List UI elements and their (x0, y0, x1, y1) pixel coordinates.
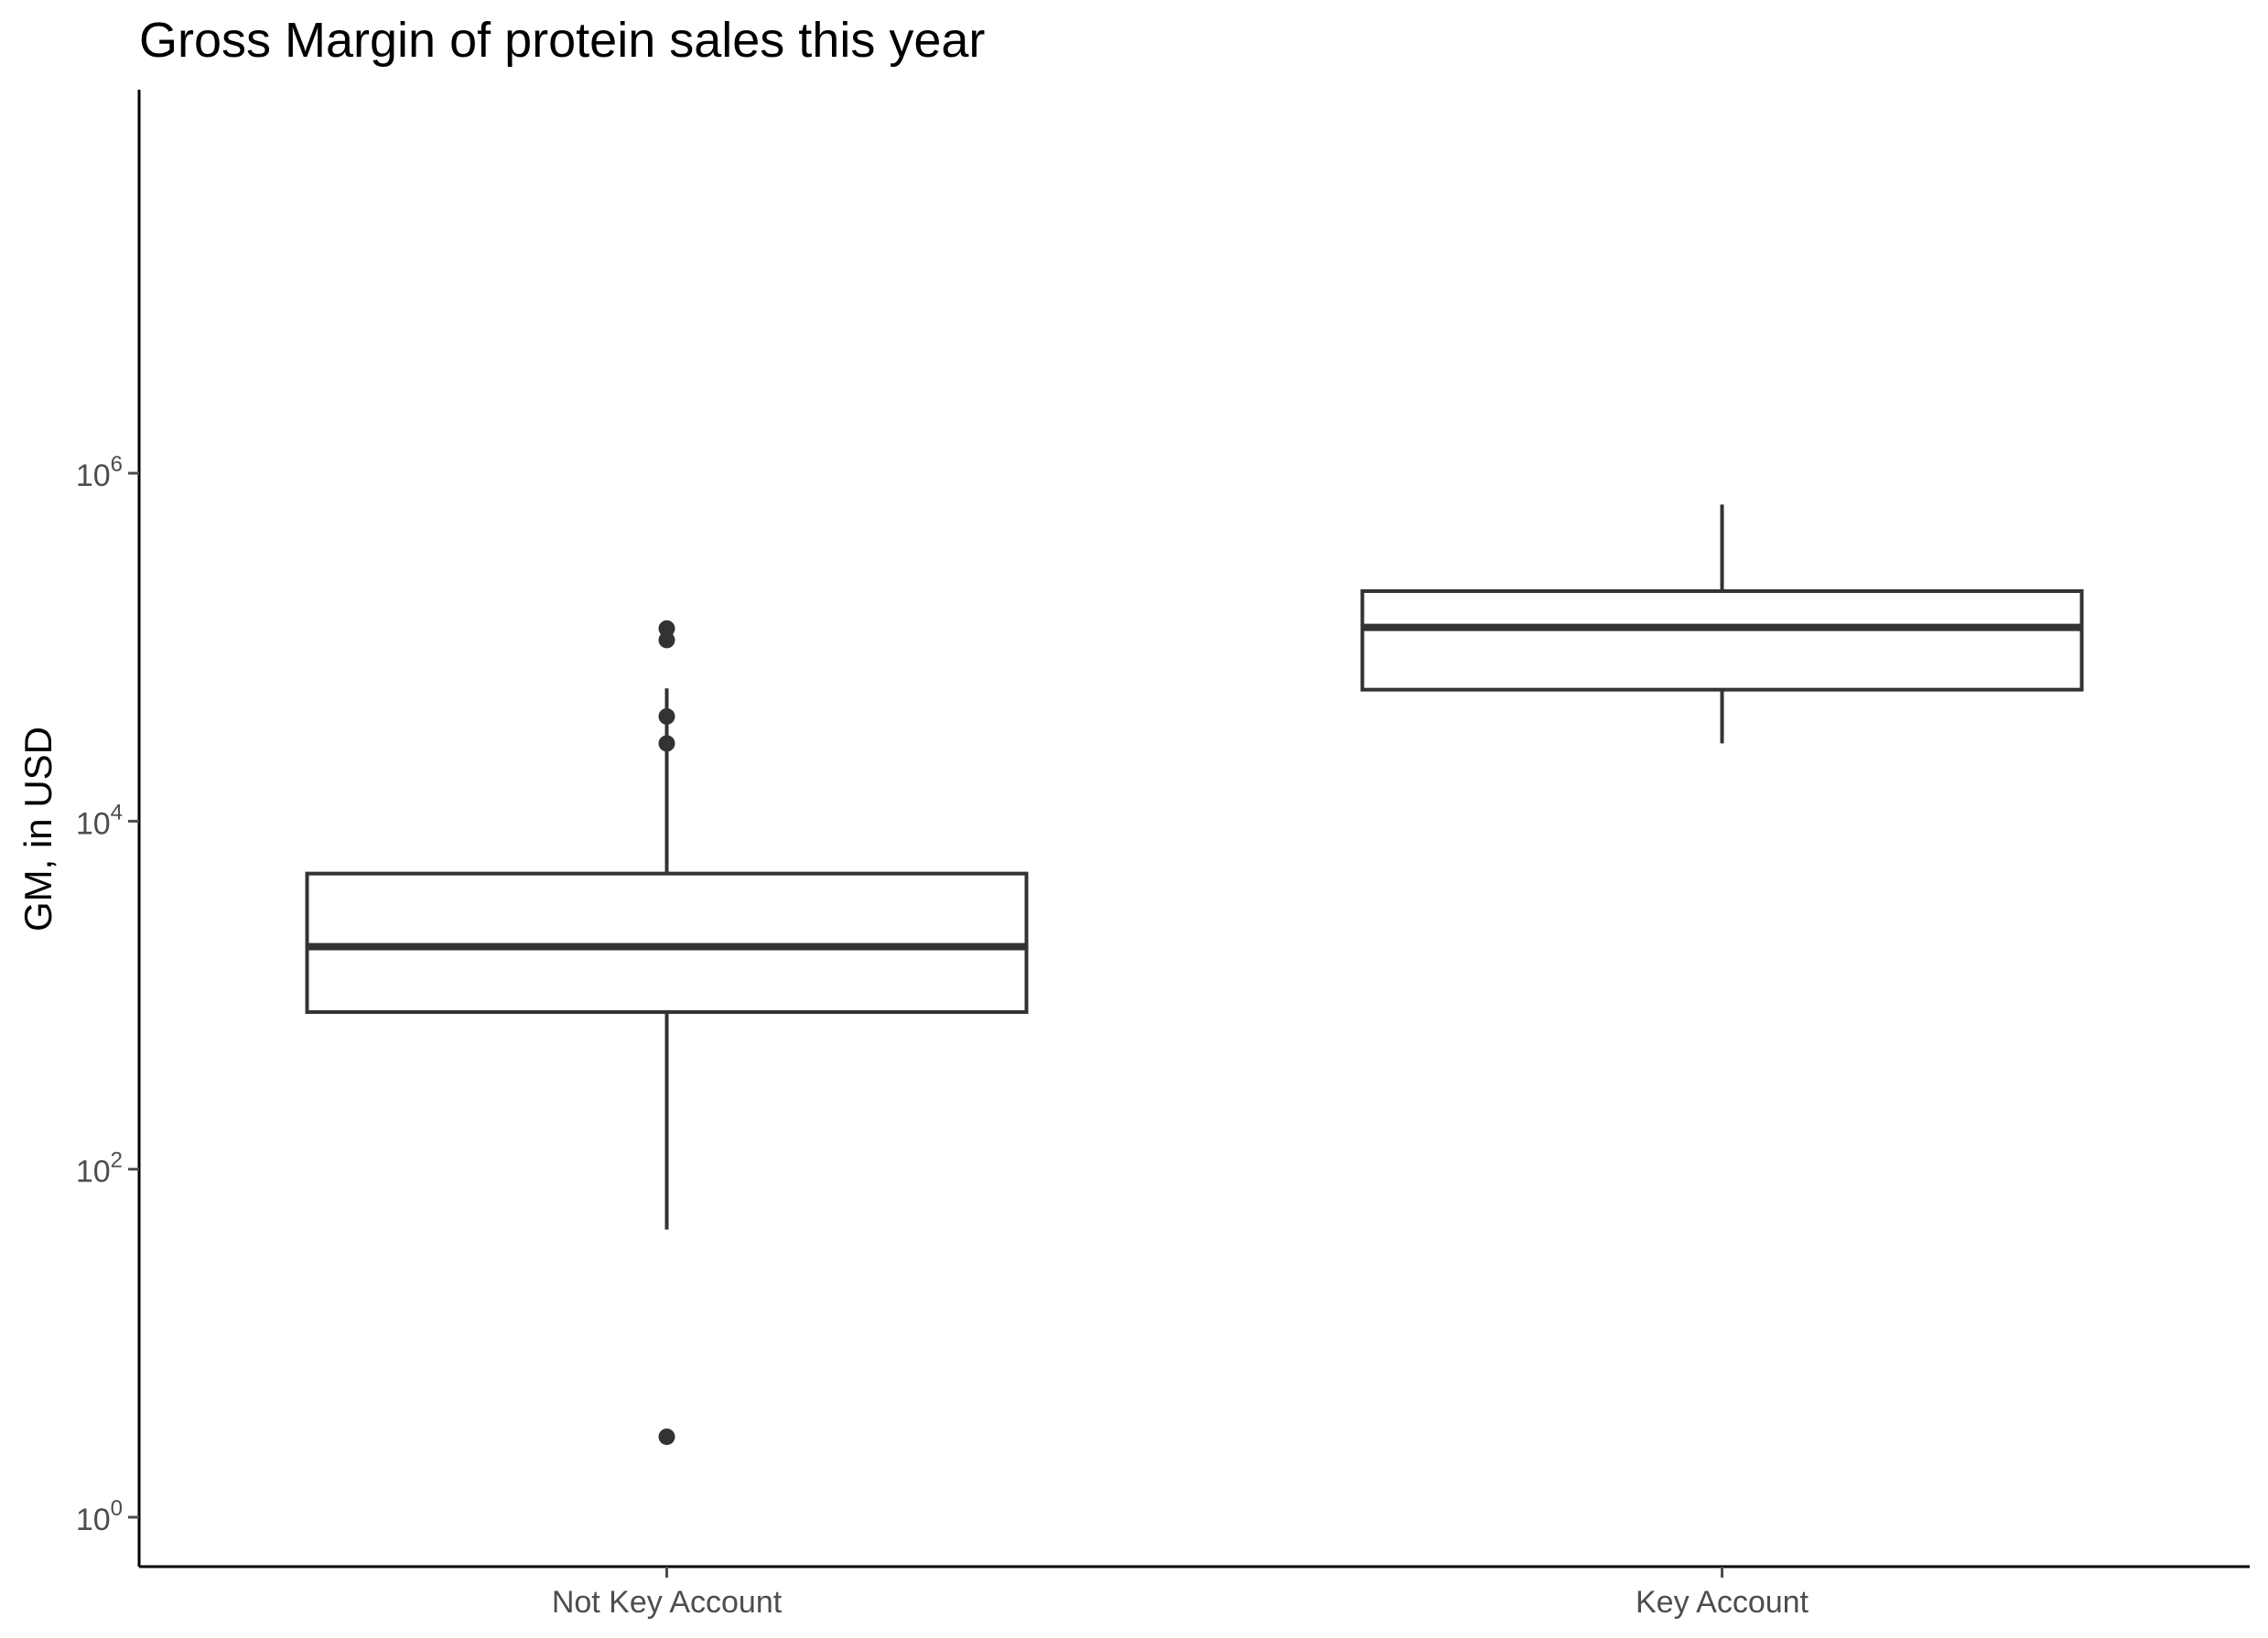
box-group (305, 620, 1029, 1446)
y-tick-label: 106 (76, 452, 123, 493)
y-tick-label: 104 (76, 800, 123, 841)
x-axis-ticks: Not Key Account Key Account (552, 1567, 1809, 1620)
outlier-point (658, 707, 675, 725)
axes (137, 90, 2250, 1568)
outlier-point (658, 735, 675, 752)
box-group (1360, 504, 2084, 744)
iqr-box (1360, 588, 2084, 692)
y-tick-label: 100 (76, 1496, 123, 1537)
y-tick-label: 102 (76, 1148, 123, 1190)
y-axis-label: GM, in USD (16, 727, 59, 932)
outlier-point (658, 631, 675, 649)
outlier-point (658, 1428, 675, 1446)
boxes (305, 504, 2084, 1446)
x-tick-label: Not Key Account (552, 1585, 783, 1620)
chart-title: Gross Margin of protein sales this year (139, 13, 985, 68)
y-axis-ticks: 100 102 104 106 (76, 452, 139, 1537)
iqr-box (305, 871, 1029, 1014)
outlier-point (658, 620, 675, 637)
x-tick-label: Key Account (1636, 1585, 1809, 1620)
